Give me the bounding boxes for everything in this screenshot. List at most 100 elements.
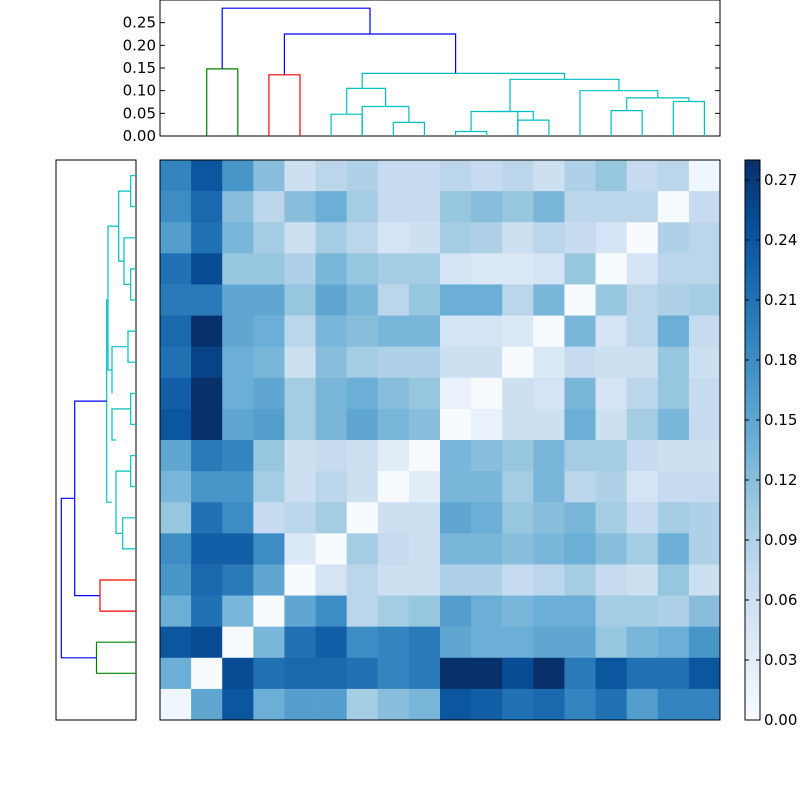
heatmap-cell	[502, 502, 534, 534]
heatmap-cell	[502, 284, 534, 316]
heatmap-cell	[284, 502, 316, 534]
heatmap-cell	[502, 377, 534, 410]
heatmap-cell	[346, 533, 379, 565]
heatmap-cell	[284, 471, 316, 503]
y-tick-label: 0.05	[123, 104, 156, 122]
heatmap-cell	[595, 253, 628, 285]
heatmap-cell	[377, 346, 410, 379]
heatmap-cell	[222, 502, 254, 534]
heatmap-cell	[688, 657, 721, 690]
heatmap-cell	[284, 253, 316, 285]
heatmap-cell	[564, 595, 596, 628]
heatmap-cell	[626, 564, 659, 596]
heatmap-cell	[440, 440, 472, 472]
heatmap-cell	[657, 533, 690, 565]
colorbar-tick-label: 0.27	[764, 171, 797, 189]
heatmap-cell	[346, 502, 379, 534]
heatmap-cell	[471, 471, 503, 503]
heatmap-cell	[346, 222, 379, 254]
heatmap-cell	[533, 315, 565, 348]
heatmap-cell	[160, 160, 192, 192]
heatmap-cell	[502, 595, 534, 628]
heatmap-cell	[440, 408, 472, 441]
heatmap-cell	[657, 688, 690, 721]
heatmap-cell	[160, 502, 192, 534]
heatmap-cell	[191, 688, 223, 721]
heatmap-cell	[564, 160, 596, 192]
dendrogram-link	[111, 346, 128, 394]
heatmap-cell	[377, 533, 410, 565]
heatmap-cell	[408, 626, 441, 659]
colorbar-tick-label: 0.15	[764, 411, 797, 429]
y-tick-label: 0.10	[123, 82, 156, 100]
heatmap-cell	[253, 160, 285, 192]
heatmap-cell	[160, 377, 192, 410]
heatmap-cell	[595, 408, 628, 441]
heatmap-cell	[315, 688, 348, 721]
heatmap-cell	[408, 315, 441, 348]
heatmap-cell	[502, 253, 534, 285]
colorbar-tick-label: 0.06	[764, 591, 797, 609]
heatmap-cell	[160, 657, 192, 690]
heatmap-cell	[377, 160, 410, 192]
heatmap-cell	[284, 440, 316, 472]
heatmap-cell	[377, 595, 410, 628]
heatmap-cell	[315, 595, 348, 628]
heatmap-cell	[502, 160, 534, 192]
heatmap-cell	[471, 502, 503, 534]
heatmap-cell	[346, 160, 379, 192]
heatmap-cell	[626, 284, 659, 316]
heatmap-cell	[595, 688, 628, 721]
heatmap-cell	[377, 688, 410, 721]
heatmap-cell	[284, 408, 316, 441]
heatmap-cell	[346, 688, 379, 721]
heatmap-cell	[626, 440, 659, 472]
dendrogram-link	[111, 408, 131, 441]
heatmap-cell	[346, 657, 379, 690]
dendrogram-link	[494, 110, 534, 121]
heatmap-cell	[533, 533, 565, 565]
heatmap-cell	[564, 564, 596, 596]
heatmap-cell	[502, 688, 534, 721]
heatmap-cell	[377, 440, 410, 472]
heatmap-cell	[502, 533, 534, 565]
heatmap-cell	[315, 471, 348, 503]
heatmap-cell	[315, 160, 348, 192]
heatmap-cell	[191, 471, 223, 503]
heatmap-cell	[160, 315, 192, 348]
heatmap-cell	[657, 440, 690, 472]
heatmap-cell	[222, 191, 254, 223]
heatmap-cell	[191, 595, 223, 628]
heatmap-cell	[564, 315, 596, 348]
heatmap-cell	[471, 408, 503, 441]
heatmap-cell	[377, 222, 410, 254]
heatmap-cell	[408, 191, 441, 223]
heatmap-cell	[564, 657, 596, 690]
heatmap-cell	[564, 502, 596, 534]
dendrogram-link	[221, 7, 371, 69]
y-tick-label: 0.25	[123, 14, 156, 32]
heatmap-frame	[159, 159, 721, 721]
heatmap-cell	[626, 160, 659, 192]
heatmap-cell	[346, 440, 379, 472]
heatmap-cell	[191, 502, 223, 534]
heatmap-cell	[315, 377, 348, 410]
heatmap-cell	[284, 284, 316, 316]
colorbar-tick-label: 0.18	[764, 351, 797, 369]
heatmap-cell	[564, 377, 596, 410]
colorbar-tick-label: 0.09	[764, 531, 797, 549]
heatmap-cell	[408, 440, 441, 472]
heatmap-cell	[346, 284, 379, 316]
heatmap-cell	[533, 564, 565, 596]
heatmap-cell	[626, 626, 659, 659]
heatmap-cell	[502, 440, 534, 472]
heatmap-cell	[346, 346, 379, 379]
heatmap-cell	[440, 471, 472, 503]
heatmap-cell	[564, 346, 596, 379]
heatmap-cell	[533, 502, 565, 534]
heatmap-cell	[315, 222, 348, 254]
heatmap-cell	[160, 564, 192, 596]
heatmap-cell	[626, 688, 659, 721]
colorbar-tick-label: 0.03	[764, 651, 797, 669]
